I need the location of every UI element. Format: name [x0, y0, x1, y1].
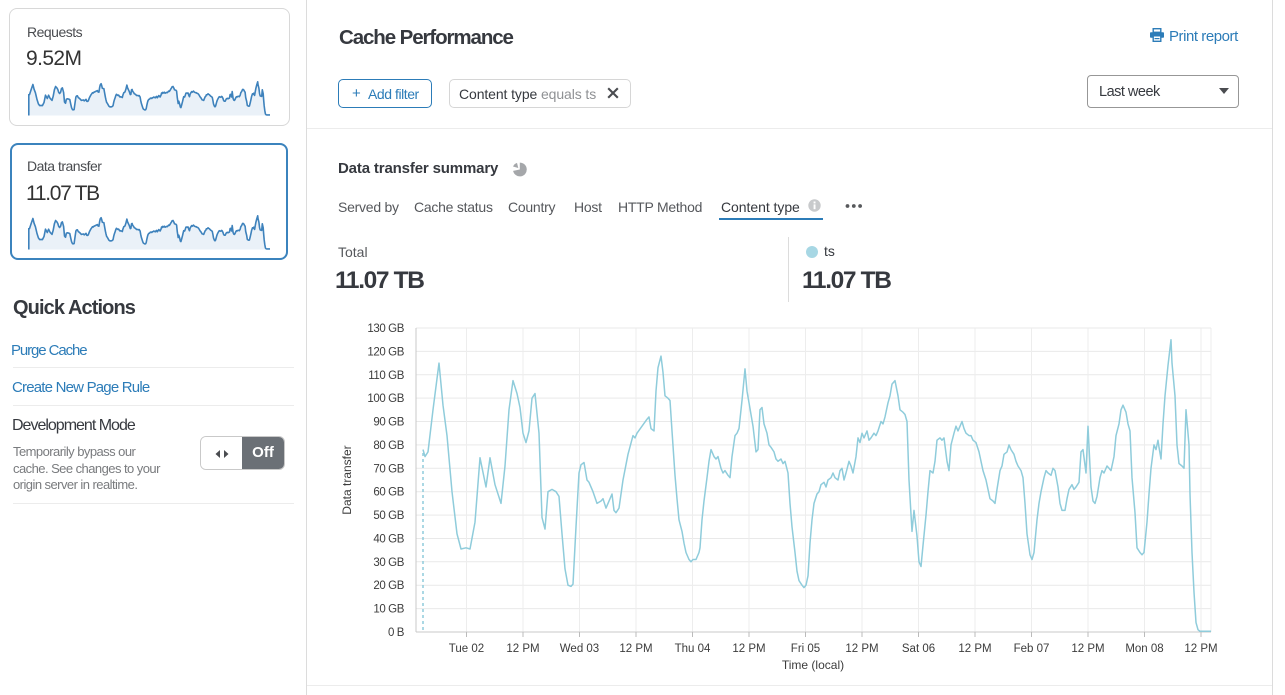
svg-text:Sat 06: Sat 06: [902, 643, 935, 655]
svg-text:90 GB: 90 GB: [373, 417, 404, 429]
svg-text:Thu 04: Thu 04: [675, 643, 711, 655]
svg-text:30 GB: 30 GB: [373, 557, 404, 569]
svg-text:Mon 08: Mon 08: [1125, 643, 1163, 655]
svg-text:Tue 02: Tue 02: [449, 643, 484, 655]
svg-text:12 PM: 12 PM: [845, 643, 878, 655]
svg-text:130 GB: 130 GB: [367, 323, 404, 335]
svg-text:12 PM: 12 PM: [619, 643, 652, 655]
svg-text:12 PM: 12 PM: [958, 643, 991, 655]
svg-text:80 GB: 80 GB: [373, 440, 404, 452]
svg-text:Wed 03: Wed 03: [560, 643, 599, 655]
svg-text:110 GB: 110 GB: [368, 370, 404, 382]
svg-text:40 GB: 40 GB: [373, 534, 404, 546]
svg-text:0 B: 0 B: [388, 627, 405, 639]
svg-text:10 GB: 10 GB: [373, 604, 404, 616]
svg-text:20 GB: 20 GB: [373, 580, 404, 592]
svg-text:Data transfer: Data transfer: [340, 445, 354, 514]
svg-text:100 GB: 100 GB: [367, 393, 404, 405]
svg-text:Feb 07: Feb 07: [1014, 643, 1050, 655]
svg-text:Fri 05: Fri 05: [791, 643, 820, 655]
svg-text:50 GB: 50 GB: [373, 510, 404, 522]
svg-text:12 PM: 12 PM: [1071, 643, 1104, 655]
svg-text:70 GB: 70 GB: [373, 463, 404, 475]
svg-text:12 PM: 12 PM: [732, 643, 765, 655]
svg-text:12 PM: 12 PM: [506, 643, 539, 655]
svg-text:12 PM: 12 PM: [1184, 643, 1217, 655]
svg-text:60 GB: 60 GB: [373, 487, 404, 499]
svg-text:Time (local): Time (local): [782, 658, 844, 672]
svg-text:120 GB: 120 GB: [367, 346, 404, 358]
